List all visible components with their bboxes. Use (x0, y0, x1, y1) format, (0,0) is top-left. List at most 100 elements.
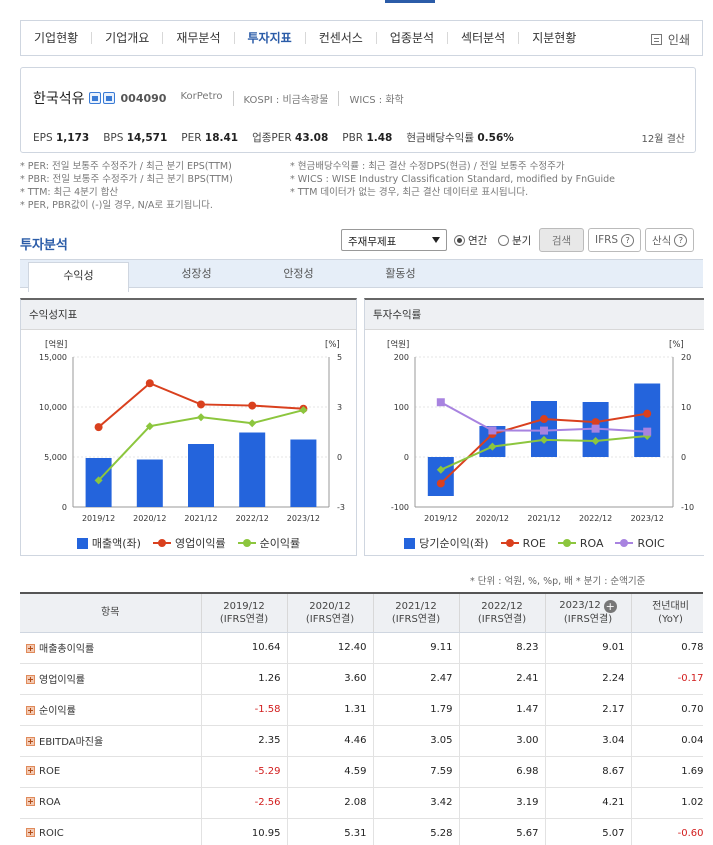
y-tick-right: 0 (337, 453, 342, 462)
radio-annual-indicator[interactable] (454, 235, 465, 246)
legend-swatch (237, 539, 256, 547)
radio-quarter-indicator[interactable] (498, 235, 509, 246)
legend-item[interactable]: 당기순이익(좌) (404, 535, 489, 551)
legend-item[interactable]: ROE (500, 535, 546, 551)
dividend-value: 0.56% (477, 132, 514, 144)
dividend-label: 현금배당수익률 (406, 132, 474, 144)
y-tick-left: 100 (394, 403, 409, 412)
chart-title: 투자수익률 (365, 300, 704, 330)
search-button[interactable]: 검색 (539, 228, 584, 252)
column-year: 2019/12 (223, 600, 265, 612)
x-tick-label: 2020/12 (476, 514, 509, 523)
yoy-cell: 0.78 (631, 632, 703, 664)
print-button[interactable]: 인쇄 (650, 31, 690, 48)
legend-item[interactable]: ROA (557, 535, 603, 551)
per-value: 18.41 (204, 131, 239, 144)
table-cell: 9.11 (373, 632, 460, 664)
ifrs-button[interactable]: IFRS? (588, 228, 642, 252)
expand-icon[interactable] (26, 766, 35, 775)
expand-icon[interactable] (26, 828, 35, 837)
row-label: 영업이익률 (39, 675, 85, 686)
legend-label: 당기순이익(좌) (419, 537, 489, 550)
table-row: 매출총이익률 10.64 12.40 9.11 8.23 9.01 0.78 (20, 632, 703, 664)
add-column-icon[interactable]: + (603, 600, 617, 614)
row-label: 매출총이익률 (39, 644, 95, 655)
building-icon[interactable] (102, 92, 115, 104)
subtab-profitability[interactable]: 수익성 (28, 262, 129, 292)
row-label-cell: 순이익률 (20, 694, 202, 726)
column-year: 2020/12 (309, 600, 351, 612)
table-cell: -2.56 (201, 787, 288, 819)
nav-tab-2[interactable]: 재무분석 (163, 32, 235, 44)
legend-item[interactable]: ROIC (615, 535, 665, 551)
row-label: ROE (39, 766, 61, 777)
data-point (591, 437, 600, 446)
expand-icon[interactable] (26, 644, 35, 653)
help-icon: ? (674, 233, 688, 247)
column-header: 2020/12 (IFRS연결) (287, 594, 374, 633)
nav-tab-6[interactable]: 섹터분석 (448, 32, 520, 44)
y-axis-left-label: [억원] (387, 339, 409, 350)
row-label: ROIC (39, 828, 64, 839)
row-label: EBITDA마진율 (39, 737, 104, 748)
data-point (436, 398, 445, 407)
note-line: * PBR: 전일 보통주 수정주가 / 최근 분기 BPS(TTM) (20, 174, 233, 185)
y-axis-right-label: [%] (325, 340, 340, 350)
company-code: 004090 (120, 91, 167, 105)
subtab-stability[interactable]: 안정성 (283, 267, 314, 280)
subtab-growth[interactable]: 성장성 (181, 267, 212, 280)
statement-select[interactable]: 주재무제표 (341, 229, 447, 251)
legend-item[interactable]: 영업이익률 (152, 535, 226, 551)
chart-title: 수익성지표 (21, 300, 356, 330)
table-cell: 3.05 (373, 725, 460, 757)
home-icon[interactable] (88, 92, 101, 104)
eps-label: EPS (33, 131, 53, 144)
data-point (591, 418, 600, 427)
column-basis: (IFRS연결) (219, 613, 269, 625)
legend-item[interactable]: 매출액(좌) (76, 535, 141, 551)
x-tick-label: 2022/12 (579, 514, 612, 523)
legend-label: ROE (522, 536, 546, 550)
table-cell: 7.59 (373, 756, 460, 788)
table-cell: 4.59 (287, 756, 374, 788)
bps-item: BPS 14,571 (103, 132, 167, 144)
chart-legend: 매출액(좌) 영업이익률 순이익률 (21, 535, 356, 551)
bar (188, 444, 214, 507)
table-cell: 2.17 (545, 694, 632, 726)
column-year: 2023/12 (559, 600, 601, 612)
subtab-activity[interactable]: 활동성 (385, 267, 416, 280)
data-point (540, 415, 548, 424)
expand-icon[interactable] (26, 797, 35, 806)
data-point (643, 427, 652, 436)
note-line: * PER, PBR값이 (-)일 경우, N/A로 표기됩니다. (20, 200, 213, 211)
data-point (248, 401, 257, 410)
legend-label: ROIC (637, 536, 665, 550)
data-point (145, 379, 154, 388)
x-tick-label: 2023/12 (631, 514, 664, 523)
nav-tab-3[interactable]: 투자지표 (235, 32, 306, 44)
note-line: * WICS : WISE Industry Classification St… (290, 174, 616, 185)
legend-swatch (500, 539, 519, 547)
table-cell: 2.24 (545, 663, 632, 695)
table-cell: 5.28 (373, 818, 460, 845)
legend-item[interactable]: 순이익률 (237, 535, 300, 551)
column-year: 2021/12 (395, 600, 437, 612)
table-cell: 6.98 (459, 756, 546, 788)
nav-tab-4[interactable]: 컨센서스 (306, 32, 377, 44)
yoy-sub-label: (YoY) (658, 613, 683, 625)
radio-quarter[interactable]: 분기 (498, 233, 531, 248)
table-cell: 3.04 (545, 725, 632, 757)
expand-icon[interactable] (26, 675, 35, 684)
nav-tab-1[interactable]: 기업개요 (92, 32, 164, 44)
nav-tab-7[interactable]: 지분현황 (532, 31, 577, 45)
company-info-box: 한국석유 004090 KorPetro KOSPI : 비금속광물 WICS … (20, 67, 696, 153)
formula-button[interactable]: 산식? (645, 228, 695, 252)
radio-annual[interactable]: 연간 (454, 233, 487, 248)
expand-icon[interactable] (26, 706, 35, 715)
column-header: 2019/12 (IFRS연결) (201, 594, 288, 633)
table-cell: 5.07 (545, 818, 632, 845)
expand-icon[interactable] (26, 737, 35, 746)
nav-tab-0[interactable]: 기업현황 (21, 32, 93, 44)
nav-tab-5[interactable]: 업종분석 (377, 32, 449, 44)
